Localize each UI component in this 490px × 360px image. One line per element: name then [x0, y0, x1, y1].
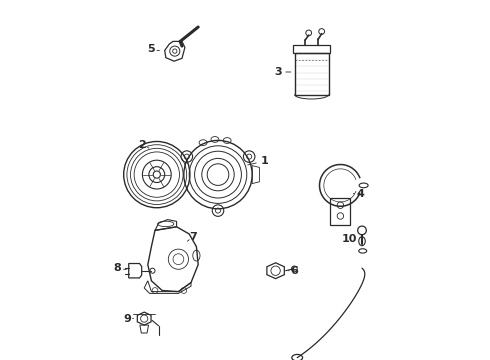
Text: 6: 6	[291, 266, 298, 276]
Text: 1: 1	[261, 156, 269, 166]
Text: 8: 8	[113, 263, 121, 273]
Text: 4: 4	[356, 189, 364, 199]
Bar	[330, 198, 350, 225]
Text: 3: 3	[275, 67, 282, 77]
Bar	[293, 45, 330, 53]
Text: 9: 9	[123, 314, 131, 324]
Text: 7: 7	[189, 231, 197, 242]
Text: 2: 2	[139, 140, 147, 150]
Text: 5: 5	[147, 44, 154, 54]
Text: 10: 10	[342, 234, 357, 244]
